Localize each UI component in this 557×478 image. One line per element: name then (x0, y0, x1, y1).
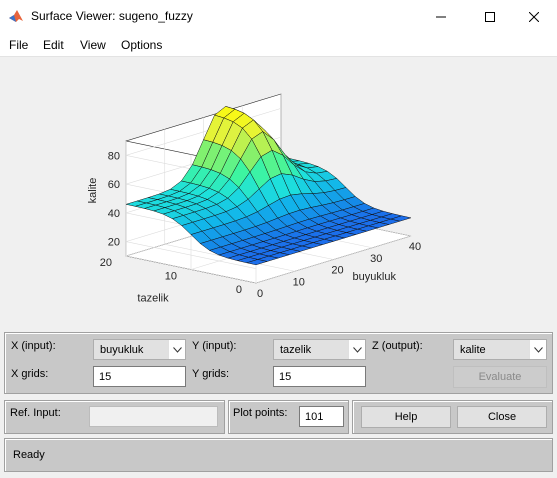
ref-input-field[interactable] (89, 406, 218, 427)
x-input-select[interactable]: buyukluk (93, 339, 186, 360)
help-button[interactable]: Help (361, 406, 451, 428)
z-tick-label: 60 (108, 179, 120, 191)
x-grids-value: 15 (99, 371, 112, 383)
y-grids-value: 15 (279, 371, 292, 383)
z-output-label: Z (output): (372, 340, 423, 352)
plot-points-panel: Plot points: 101 (228, 400, 349, 434)
x-axis-label: buyukluk (353, 271, 397, 283)
window-title: Surface Viewer: sugeno_fuzzy (31, 9, 193, 23)
surface-mesh (125, 105, 412, 266)
x-grids-label: X grids: (11, 368, 49, 380)
x-input-value: buyukluk (100, 344, 144, 356)
maximize-icon (485, 11, 495, 22)
y-input-value: tazelik (280, 344, 312, 356)
x-tick-label: 20 (331, 265, 343, 277)
menu-options[interactable]: Options (121, 38, 163, 52)
chevron-down-icon (529, 340, 546, 359)
close-icon (529, 11, 539, 22)
x-tick-label: 30 (370, 253, 382, 265)
z-axis-label: kalite (87, 178, 99, 204)
axis-selection-panel: X (input): buyukluk Y (input): tazelik Z… (4, 332, 553, 394)
surface-plot-area[interactable]: 20 40 60 80 0 10 20 30 40 0 10 20 buyukluk tazelik kal… (0, 57, 557, 330)
z-output-value: kalite (460, 344, 486, 356)
ref-input-label: Ref. Input: (10, 407, 61, 419)
z-tick-label: 40 (108, 208, 120, 220)
y-input-select[interactable]: tazelik (273, 339, 366, 360)
maximize-button[interactable] (467, 0, 513, 33)
close-button[interactable]: Close (457, 406, 547, 428)
chevron-down-icon (168, 340, 185, 359)
status-text: Ready (13, 449, 45, 461)
chevron-down-icon (348, 340, 365, 359)
plot-points-value: 101 (305, 411, 324, 423)
x-input-label: X (input): (11, 340, 56, 352)
title-bar: Surface Viewer: sugeno_fuzzy (0, 0, 557, 33)
minimize-icon (436, 16, 446, 17)
plot-points-field[interactable]: 101 (299, 406, 344, 427)
y-tick-label: 10 (165, 271, 177, 283)
minimize-button[interactable] (418, 0, 464, 33)
z-tick-label: 80 (108, 150, 120, 162)
y-tick-label: 20 (100, 257, 112, 269)
plot-points-label: Plot points: (233, 407, 288, 419)
buttons-panel: Help Close (352, 400, 553, 434)
x-tick-label: 0 (257, 288, 263, 300)
evaluate-button[interactable]: Evaluate (453, 366, 547, 388)
menu-bar: File Edit View Options (0, 33, 557, 57)
y-grids-label: Y grids: (192, 368, 230, 380)
menu-edit[interactable]: Edit (43, 38, 64, 52)
ref-input-panel: Ref. Input: (4, 400, 225, 434)
x-tick-label: 10 (293, 276, 305, 288)
menu-view[interactable]: View (80, 38, 106, 52)
surface-plot[interactable]: 20 40 60 80 0 10 20 30 40 0 10 20 buyukluk tazelik kal… (0, 57, 557, 330)
close-window-button[interactable] (511, 0, 557, 33)
x-grids-field[interactable]: 15 (93, 366, 186, 387)
y-axis-label: tazelik (137, 293, 169, 305)
z-output-select[interactable]: kalite (453, 339, 547, 360)
y-tick-label: 0 (236, 284, 242, 296)
surface-patch (245, 259, 269, 266)
axis-labels: 20 40 60 80 0 10 20 30 40 0 10 20 buyukluk tazelik kal… (87, 150, 421, 304)
matlab-icon (9, 10, 23, 22)
y-input-label: Y (input): (192, 340, 237, 352)
z-tick-label: 20 (108, 237, 120, 249)
status-bar: Ready (4, 438, 553, 472)
x-tick-label: 40 (409, 241, 421, 253)
y-grids-field[interactable]: 15 (273, 366, 366, 387)
menu-file[interactable]: File (9, 38, 29, 52)
